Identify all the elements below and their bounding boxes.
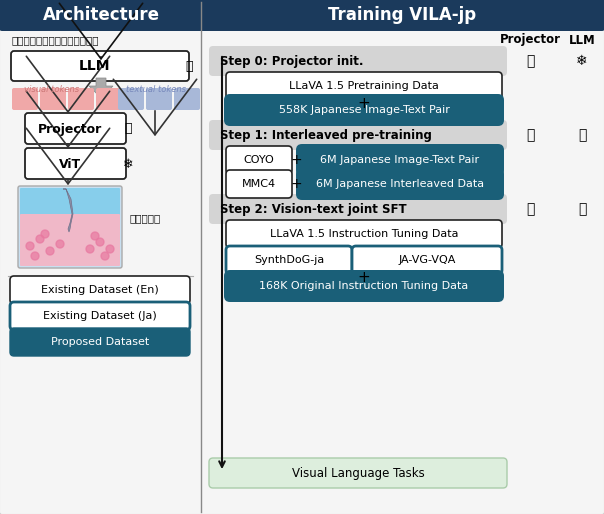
FancyBboxPatch shape — [0, 0, 203, 31]
Circle shape — [86, 245, 94, 253]
Text: visual tokens: visual tokens — [24, 84, 80, 94]
Text: LLM: LLM — [568, 33, 596, 46]
Text: +: + — [358, 97, 370, 112]
Text: ViT: ViT — [59, 157, 81, 171]
FancyBboxPatch shape — [199, 0, 604, 31]
Text: Visual Language Tasks: Visual Language Tasks — [292, 467, 425, 480]
FancyBboxPatch shape — [209, 120, 507, 150]
Text: 6M Japanese Interleaved Data: 6M Japanese Interleaved Data — [316, 179, 484, 189]
FancyBboxPatch shape — [226, 146, 292, 174]
Circle shape — [31, 252, 39, 260]
Circle shape — [26, 242, 34, 250]
FancyBboxPatch shape — [226, 246, 352, 274]
Text: これは桜と: これは桜と — [130, 213, 161, 223]
FancyBboxPatch shape — [10, 302, 190, 330]
FancyBboxPatch shape — [296, 144, 504, 176]
Text: textual tokens: textual tokens — [126, 84, 186, 94]
Polygon shape — [89, 78, 113, 98]
Text: Existing Dataset (Ja): Existing Dataset (Ja) — [43, 311, 157, 321]
Text: LLaVA 1.5 Pretraining Data: LLaVA 1.5 Pretraining Data — [289, 81, 439, 91]
FancyBboxPatch shape — [40, 88, 66, 110]
FancyBboxPatch shape — [352, 246, 502, 274]
FancyBboxPatch shape — [25, 113, 126, 144]
Circle shape — [56, 240, 64, 248]
Text: 🔥: 🔥 — [124, 122, 132, 136]
FancyBboxPatch shape — [146, 88, 172, 110]
Circle shape — [96, 238, 104, 246]
Circle shape — [91, 232, 99, 240]
Text: +: + — [358, 270, 370, 285]
Text: 東京スカイツリーの写真です。: 東京スカイツリーの写真です。 — [12, 35, 100, 45]
FancyBboxPatch shape — [10, 276, 190, 304]
Text: 168K Original Instruction Tuning Data: 168K Original Instruction Tuning Data — [259, 281, 469, 291]
Text: Step 2: Vision-text joint SFT: Step 2: Vision-text joint SFT — [220, 203, 406, 215]
FancyBboxPatch shape — [174, 88, 200, 110]
FancyBboxPatch shape — [226, 72, 502, 100]
FancyBboxPatch shape — [11, 51, 189, 81]
FancyBboxPatch shape — [20, 188, 120, 219]
Text: 🔥: 🔥 — [526, 54, 534, 68]
Text: 🔥: 🔥 — [526, 202, 534, 216]
FancyBboxPatch shape — [118, 88, 144, 110]
Polygon shape — [63, 189, 73, 232]
Text: 6M Japanese Image-Text Pair: 6M Japanese Image-Text Pair — [321, 155, 480, 165]
FancyBboxPatch shape — [25, 148, 126, 179]
Circle shape — [106, 245, 114, 253]
Text: Training VILA-jp: Training VILA-jp — [328, 6, 476, 24]
FancyBboxPatch shape — [10, 328, 190, 356]
FancyBboxPatch shape — [68, 88, 94, 110]
Text: 🔥: 🔥 — [578, 128, 586, 142]
Text: Architecture: Architecture — [42, 6, 159, 24]
FancyBboxPatch shape — [224, 94, 504, 126]
FancyBboxPatch shape — [296, 168, 504, 200]
FancyBboxPatch shape — [96, 88, 122, 110]
Text: 558K Japanese Image-Text Pair: 558K Japanese Image-Text Pair — [278, 105, 449, 115]
Text: Step 1: Interleaved pre-training: Step 1: Interleaved pre-training — [220, 128, 432, 141]
FancyBboxPatch shape — [12, 88, 38, 110]
Text: JA-VG-VQA: JA-VG-VQA — [398, 255, 455, 265]
FancyBboxPatch shape — [209, 46, 507, 76]
FancyBboxPatch shape — [209, 458, 507, 488]
Text: Step 0: Projector init.: Step 0: Projector init. — [220, 54, 364, 67]
FancyBboxPatch shape — [226, 170, 292, 198]
Circle shape — [46, 247, 54, 255]
Text: LLaVA 1.5 Instruction Tuning Data: LLaVA 1.5 Instruction Tuning Data — [270, 229, 458, 239]
Text: Proposed Dataset: Proposed Dataset — [51, 337, 149, 347]
Text: Projector: Projector — [38, 122, 102, 136]
Text: LLM: LLM — [79, 59, 111, 73]
Text: +: + — [290, 153, 302, 167]
Text: ❄️: ❄️ — [576, 54, 588, 68]
Text: SynthDoG-ja: SynthDoG-ja — [254, 255, 324, 265]
Text: Projector: Projector — [500, 33, 561, 46]
Circle shape — [36, 235, 44, 243]
Text: MMC4: MMC4 — [242, 179, 276, 189]
Text: +: + — [290, 177, 302, 191]
Text: COYO: COYO — [243, 155, 274, 165]
FancyBboxPatch shape — [18, 186, 122, 268]
Text: 🔥: 🔥 — [185, 60, 193, 72]
Text: 🔥: 🔥 — [578, 202, 586, 216]
FancyBboxPatch shape — [224, 270, 504, 302]
Text: Existing Dataset (En): Existing Dataset (En) — [41, 285, 159, 295]
Circle shape — [101, 252, 109, 260]
FancyBboxPatch shape — [226, 220, 502, 248]
Circle shape — [41, 230, 49, 238]
FancyBboxPatch shape — [20, 214, 120, 266]
Text: ❄️: ❄️ — [123, 157, 133, 171]
FancyBboxPatch shape — [209, 194, 507, 224]
Text: 🔥: 🔥 — [526, 128, 534, 142]
